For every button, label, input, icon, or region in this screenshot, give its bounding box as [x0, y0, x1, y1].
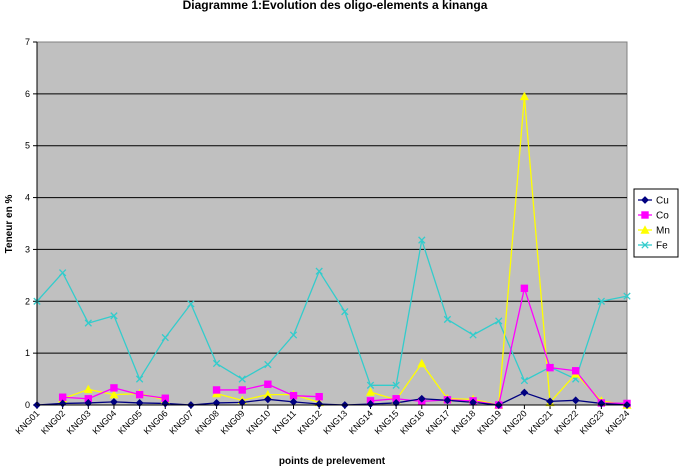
point-fe	[264, 360, 272, 369]
y-axis-title: Teneur en %	[4, 195, 15, 254]
point-cu	[238, 398, 247, 407]
point-fe	[418, 236, 426, 244]
point-mn	[83, 384, 93, 394]
point-cu	[597, 399, 606, 408]
x-tick-label: KNG21	[527, 408, 555, 436]
y-tick-label: 5	[25, 141, 30, 151]
legend: Cu Co Mn Fe	[633, 188, 679, 258]
point-mn	[109, 389, 119, 399]
y-tick-label: 3	[25, 244, 30, 254]
y-tick-label: 1	[25, 348, 30, 358]
point-co	[520, 284, 529, 293]
point-fe	[161, 333, 169, 342]
point-mn	[365, 387, 376, 396]
point-cu	[366, 400, 375, 408]
x-tick-label: KNG17	[424, 408, 452, 436]
point-fe	[392, 381, 400, 389]
point-cu	[571, 396, 580, 405]
x-axis-ticks: KNG01KNG02KNG03KNG04KNG05KNG06KNG07KNG08…	[13, 405, 631, 436]
point-cu	[469, 398, 477, 407]
gridlines	[37, 93, 627, 354]
x-tick-label: KNG07	[167, 408, 195, 436]
legend-label-mn: Mn	[656, 226, 670, 237]
legend-label-fe: Fe	[656, 241, 668, 252]
x-tick-label: KNG10	[244, 408, 272, 436]
legend-marker-co	[641, 211, 649, 219]
point-cu	[315, 400, 324, 408]
x-tick-label: KNG03	[65, 408, 93, 436]
x-tick-label: KNG08	[193, 408, 221, 436]
series-markers	[33, 91, 632, 409]
y-tick-label: 7	[25, 37, 30, 47]
point-fe	[187, 300, 195, 308]
point-fe	[520, 376, 529, 385]
x-tick-label: KNG22	[552, 408, 580, 436]
point-fe	[289, 331, 298, 339]
y-axis-ticks: 0 1 2 3 4 5 6 7	[25, 37, 37, 410]
legend-marker-fe	[641, 241, 649, 249]
point-fe	[341, 307, 349, 316]
point-cu	[520, 388, 529, 397]
point-fe	[135, 375, 144, 383]
x-tick-label: KNG12	[296, 408, 324, 436]
x-tick-label: KNG20	[501, 408, 529, 436]
legend-marker-mn	[640, 225, 650, 234]
legend-marker-cu	[641, 196, 649, 204]
y-tick-label: 0	[25, 400, 30, 410]
point-fe	[58, 269, 67, 277]
x-tick-label: KNG24	[603, 408, 631, 436]
point-fe	[110, 312, 118, 320]
x-tick-label: KNG02	[39, 408, 67, 436]
series-line-cu	[36, 391, 628, 406]
point-co	[315, 393, 323, 401]
point-fe	[469, 331, 477, 339]
x-tick-label: KNG06	[142, 408, 170, 436]
legend-label-co: Co	[656, 211, 669, 222]
point-fe	[315, 267, 323, 275]
point-co	[571, 367, 580, 375]
y-tick-label: 2	[25, 296, 30, 306]
y-tick-label: 6	[25, 89, 30, 99]
plot-area	[36, 41, 628, 406]
x-tick-label: KNG18	[450, 408, 478, 436]
point-fe	[495, 317, 503, 325]
y-tick-label: 4	[25, 193, 30, 203]
x-tick-label: KNG05	[116, 408, 144, 436]
x-tick-label: KNG14	[347, 408, 375, 436]
point-fe	[212, 359, 221, 368]
point-co	[238, 386, 246, 394]
x-tick-label: KNG01	[13, 408, 41, 436]
x-tick-label: KNG16	[398, 408, 426, 436]
point-mn	[519, 91, 529, 101]
point-cu	[417, 394, 426, 403]
point-co	[58, 393, 67, 401]
point-co	[110, 384, 118, 392]
x-axis-title: points de prelevement	[279, 456, 386, 467]
point-co	[135, 390, 144, 399]
point-cu	[443, 396, 452, 405]
x-tick-label: KNG15	[373, 408, 401, 436]
x-tick-label: KNG13	[321, 408, 349, 436]
x-tick-label: KNG04	[90, 408, 118, 436]
x-tick-label: KNG11	[270, 408, 297, 435]
chart-title: Diagramme 1:Evolution des oligo-elements…	[183, 0, 488, 12]
point-cu	[263, 395, 272, 404]
point-fe	[443, 315, 452, 324]
x-tick-label: KNG19	[475, 408, 503, 436]
point-mn	[417, 358, 427, 368]
point-fe	[238, 375, 246, 383]
x-tick-label: KNG09	[219, 408, 247, 436]
legend-label-cu: Cu	[656, 196, 669, 207]
point-fe	[597, 297, 606, 305]
point-co	[289, 391, 298, 400]
point-co	[264, 380, 272, 388]
series-line-fe	[36, 239, 628, 386]
point-co	[546, 363, 554, 372]
point-fe	[623, 292, 631, 300]
point-co	[212, 386, 221, 394]
point-fe	[84, 319, 92, 327]
point-fe	[366, 381, 375, 389]
x-tick-label: KNG23	[578, 408, 606, 436]
